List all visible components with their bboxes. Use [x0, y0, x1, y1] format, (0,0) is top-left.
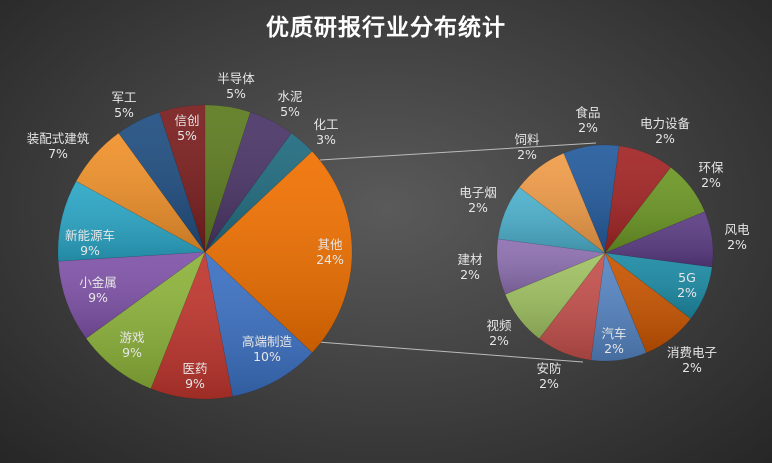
slice-label-name: 环保 — [698, 160, 724, 175]
slice-label-name: 电力设备 — [639, 116, 691, 131]
main-pie-data-label: 信创 5% — [174, 113, 199, 143]
connector-line — [317, 341, 584, 363]
secondary-pie-data-label: 视频 2% — [486, 318, 511, 348]
slice-label-value: 9% — [88, 290, 108, 305]
slice-label-name: 饲料 — [514, 132, 540, 147]
slice-label-value: 2% — [655, 131, 675, 146]
secondary-pie-data-label: 风电 2% — [724, 222, 749, 252]
slice-label-name: 建材 — [457, 252, 483, 267]
slice-label-value: 2% — [727, 237, 747, 252]
slice-label-value: 9% — [80, 243, 100, 258]
slice-label-name: 电子烟 — [459, 185, 497, 200]
slice-label-name: 视频 — [486, 318, 512, 333]
connector-line — [319, 142, 597, 161]
main-pie-data-label: 化工 3% — [313, 117, 338, 147]
secondary-pie-data-label: 安防 2% — [536, 361, 561, 391]
slice-label-value: 10% — [253, 349, 281, 364]
slice-label-value: 2% — [682, 360, 702, 375]
main-pie-data-label: 游戏 9% — [119, 330, 144, 360]
slice-label-value: 2% — [539, 376, 559, 391]
slice-label-value: 2% — [677, 285, 697, 300]
slice-label-name: 医药 — [182, 361, 208, 376]
slice-label-name: 装配式建筑 — [26, 131, 90, 146]
slice-label-name: 5G — [678, 270, 696, 285]
secondary-pie-data-label: 建材 2% — [457, 252, 482, 282]
slice-label-value: 5% — [114, 105, 134, 120]
main-pie-data-label: 装配式建筑 7% — [27, 131, 90, 161]
main-pie-data-label: 高端制造 10% — [242, 334, 292, 364]
slice-label-value: 9% — [122, 345, 142, 360]
slice-label-value: 2% — [701, 175, 721, 190]
slice-label-name: 食品 — [575, 105, 601, 120]
chart-title: 优质研报行业分布统计 — [266, 15, 506, 41]
slice-label-name: 小金属 — [79, 275, 117, 290]
slice-label-name: 安防 — [536, 361, 562, 376]
slice-label-value: 5% — [177, 128, 197, 143]
slice-label-value: 5% — [280, 104, 300, 119]
slice-label-name: 其他 — [317, 237, 343, 252]
slice-label-name: 军工 — [111, 90, 137, 105]
secondary-pie-data-label: 环保 2% — [698, 160, 723, 190]
slice-label-value: 9% — [185, 376, 205, 391]
secondary-pie-data-label: 饲料 2% — [514, 132, 539, 162]
slice-label-value: 2% — [489, 333, 509, 348]
slice-label-name: 新能源车 — [64, 228, 116, 243]
main-pie-data-label: 小金属 9% — [79, 275, 117, 305]
slice-label-name: 半导体 — [217, 71, 255, 86]
main-pie-data-label: 医药 9% — [182, 361, 207, 391]
slice-label-name: 水泥 — [277, 89, 303, 104]
slice-label-value: 3% — [316, 132, 336, 147]
secondary-pie-data-label: 电力设备 2% — [640, 116, 690, 146]
slice-label-name: 游戏 — [119, 330, 145, 345]
slice-label-name: 汽车 — [601, 326, 627, 341]
slice-label-value: 7% — [48, 146, 68, 161]
slice-label-value: 2% — [460, 267, 480, 282]
slice-label-name: 高端制造 — [241, 334, 293, 349]
secondary-pie-data-label: 食品 2% — [575, 105, 600, 135]
main-pie-data-label: 军工 5% — [111, 90, 136, 120]
main-pie-data-label: 半导体 5% — [217, 71, 255, 101]
slice-label-value: 2% — [517, 147, 537, 162]
slice-label-value: 2% — [604, 341, 624, 356]
slice-label-value: 2% — [468, 200, 488, 215]
slice-label-value: 2% — [578, 120, 598, 135]
secondary-pie-data-label: 电子烟 2% — [459, 185, 497, 215]
main-pie-data-label: 其他 24% — [316, 237, 344, 267]
slice-label-name: 化工 — [313, 117, 339, 132]
slice-label-name: 信创 — [174, 113, 200, 128]
main-pie-data-label: 水泥 5% — [277, 89, 302, 119]
secondary-pie-data-label: 5G 2% — [677, 270, 697, 300]
slice-label-value: 5% — [226, 86, 246, 101]
slice-label-name: 风电 — [724, 222, 750, 237]
secondary-pie-data-label: 汽车 2% — [601, 326, 626, 356]
main-pie-data-label: 新能源车 9% — [65, 228, 115, 258]
slice-label-value: 24% — [316, 252, 344, 267]
slice-label-name: 消费电子 — [666, 345, 718, 360]
secondary-pie-data-label: 消费电子 2% — [667, 345, 717, 375]
